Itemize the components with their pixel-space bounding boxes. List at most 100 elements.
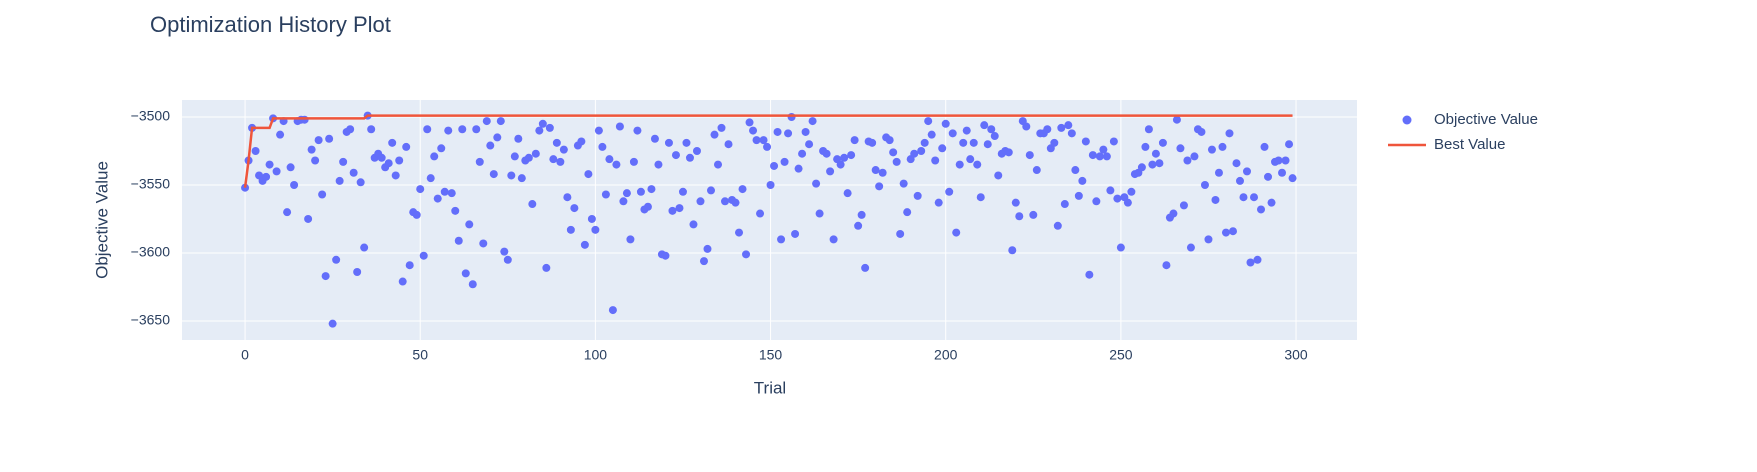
point [444,126,453,135]
point [899,179,908,188]
point [262,172,271,181]
point [1092,197,1101,206]
point [290,180,299,189]
point [664,138,673,147]
point [735,228,744,237]
point [678,187,687,196]
point [1267,198,1276,207]
point [563,193,572,202]
point [1225,129,1234,138]
x-tick-label: 200 [934,347,958,363]
point [461,269,470,278]
point [388,138,397,147]
point [608,306,617,315]
point [1158,138,1167,147]
point [773,127,782,136]
point [286,163,295,172]
point [731,198,740,207]
point [510,152,519,161]
y-tick-label: −3550 [131,176,171,192]
point [356,178,365,187]
point [584,170,593,179]
x-axis-title: Trial [754,378,786,397]
point [367,125,376,134]
point [1176,144,1185,153]
point [836,160,845,169]
point [710,130,719,139]
point [1015,212,1024,221]
point [416,185,425,194]
point [962,126,971,135]
point [633,126,642,135]
point [1109,137,1118,146]
point [1190,152,1199,161]
point [486,141,495,150]
point [763,142,772,151]
chart-title: Optimization History Plot [150,12,391,37]
point [843,189,852,198]
point [913,191,922,200]
point [1011,198,1020,207]
point [276,130,285,139]
point [489,170,498,179]
point [815,209,824,218]
point [304,214,313,223]
point [682,138,691,147]
point [994,171,1003,180]
point [724,140,733,149]
point [805,140,814,149]
point [654,160,663,169]
point [675,204,684,213]
point [650,134,659,143]
point [721,197,730,206]
point [1232,159,1241,168]
point [896,229,905,238]
y-axis-title: Objective Value [92,161,111,279]
point [1169,209,1178,218]
point [552,138,561,147]
point [1197,127,1206,136]
point [871,166,880,175]
point [531,149,540,158]
point [500,247,509,256]
point [535,126,544,135]
x-tick-label: 50 [412,347,428,363]
point [1218,142,1227,151]
point [1071,166,1080,175]
point [791,229,800,238]
point [1088,151,1097,160]
point [847,151,856,160]
point [703,244,712,253]
point [973,160,982,169]
point [706,186,715,195]
point [829,235,838,244]
point [1032,166,1041,175]
point [903,208,912,217]
point [990,132,999,141]
point [1214,168,1223,177]
point [272,167,281,176]
point [360,243,369,252]
point [850,136,859,145]
point [1207,145,1216,154]
point [496,117,505,126]
point [1274,156,1283,165]
point [300,115,309,124]
point [1113,194,1122,203]
point [671,151,680,160]
point [647,185,656,194]
point [766,180,775,189]
point [524,153,533,162]
point [538,119,547,128]
x-tick-label: 300 [1284,347,1308,363]
x-tick-label: 250 [1109,347,1133,363]
point [692,146,701,155]
point [339,157,348,166]
point [605,155,614,164]
point [475,157,484,166]
point [503,255,512,264]
point [770,161,779,170]
point [892,157,901,166]
point [335,176,344,185]
point [826,167,835,176]
